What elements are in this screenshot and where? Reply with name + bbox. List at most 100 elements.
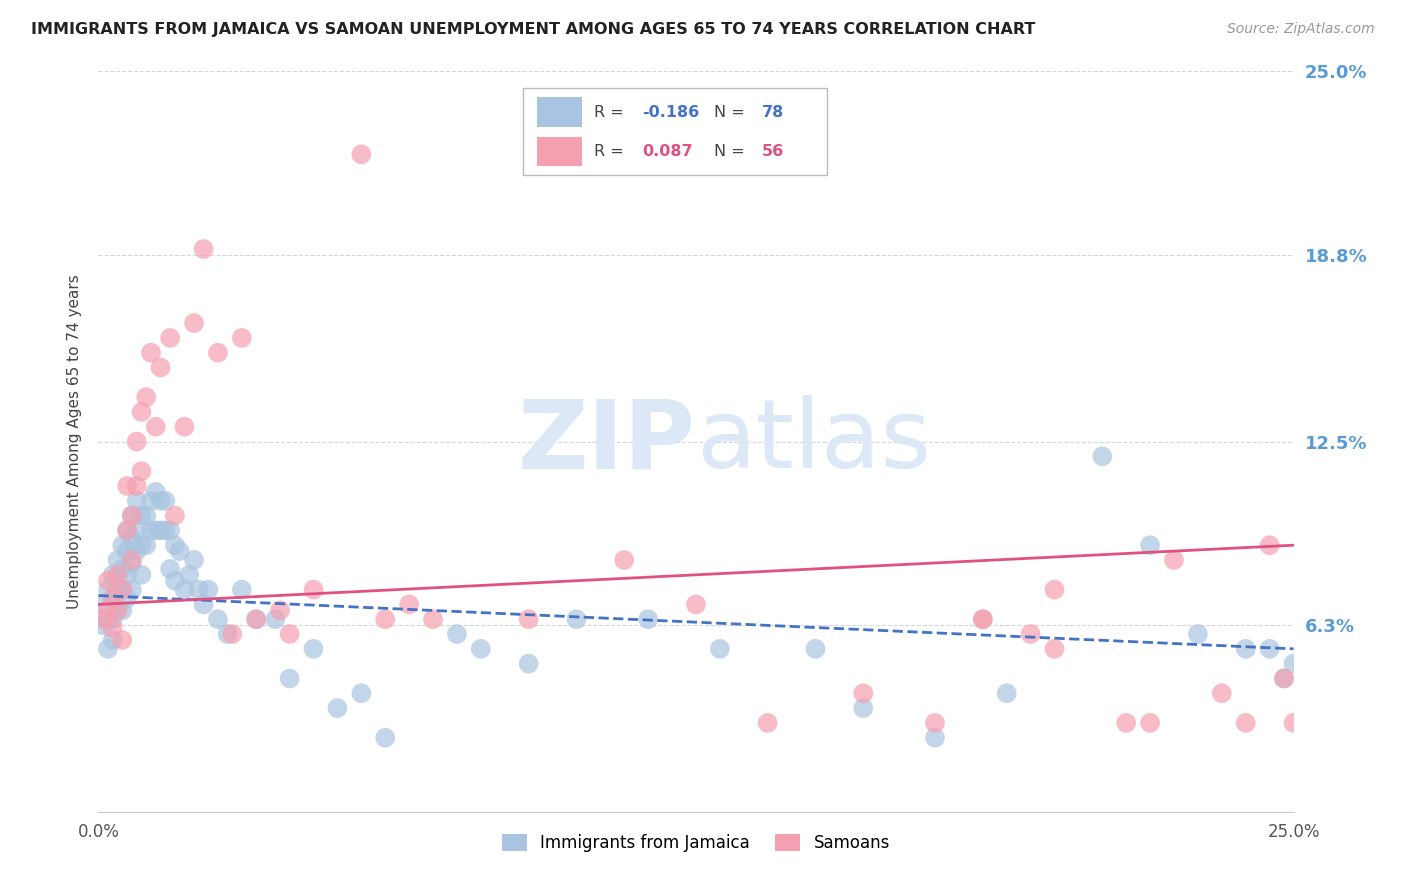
Point	[101, 632, 124, 647]
Point	[422, 612, 444, 626]
Point	[97, 612, 120, 626]
Point	[924, 715, 946, 730]
Point	[159, 524, 181, 538]
Point	[207, 345, 229, 359]
Text: -0.186: -0.186	[643, 104, 699, 120]
Point	[125, 479, 148, 493]
Point	[145, 419, 167, 434]
Point	[1139, 715, 1161, 730]
Point	[302, 582, 325, 597]
Point	[517, 657, 540, 671]
Point	[269, 603, 291, 617]
Point	[131, 567, 153, 582]
Point	[709, 641, 731, 656]
FancyBboxPatch shape	[537, 136, 582, 166]
Point	[398, 598, 420, 612]
Point	[91, 598, 114, 612]
Point	[111, 603, 134, 617]
Text: N =: N =	[714, 104, 749, 120]
Point	[121, 556, 143, 570]
Point	[163, 538, 186, 552]
Text: R =: R =	[595, 144, 630, 159]
Point	[924, 731, 946, 745]
Point	[193, 598, 215, 612]
Text: IMMIGRANTS FROM JAMAICA VS SAMOAN UNEMPLOYMENT AMONG AGES 65 TO 74 YEARS CORRELA: IMMIGRANTS FROM JAMAICA VS SAMOAN UNEMPL…	[31, 22, 1035, 37]
Point	[1282, 715, 1305, 730]
Point	[101, 621, 124, 635]
Point	[972, 612, 994, 626]
Point	[995, 686, 1018, 700]
Point	[163, 574, 186, 588]
Point	[135, 538, 157, 552]
Point	[159, 562, 181, 576]
Point	[637, 612, 659, 626]
FancyBboxPatch shape	[537, 97, 582, 127]
Point	[183, 316, 205, 330]
Point	[446, 627, 468, 641]
Point	[111, 582, 134, 597]
Text: 0.087: 0.087	[643, 144, 693, 159]
Point	[131, 508, 153, 523]
Point	[1019, 627, 1042, 641]
Point	[1187, 627, 1209, 641]
Point	[1139, 538, 1161, 552]
Point	[149, 493, 172, 508]
FancyBboxPatch shape	[523, 87, 827, 175]
Point	[231, 582, 253, 597]
Point	[278, 627, 301, 641]
Point	[517, 612, 540, 626]
Point	[107, 567, 129, 582]
Point	[1272, 672, 1295, 686]
Point	[111, 538, 134, 552]
Point	[374, 612, 396, 626]
Text: 78: 78	[762, 104, 785, 120]
Point	[135, 508, 157, 523]
Point	[159, 331, 181, 345]
Point	[125, 524, 148, 538]
Point	[131, 464, 153, 478]
Point	[101, 567, 124, 582]
Text: Source: ZipAtlas.com: Source: ZipAtlas.com	[1227, 22, 1375, 37]
Text: N =: N =	[714, 144, 749, 159]
Point	[139, 345, 162, 359]
Point	[149, 360, 172, 375]
Point	[183, 553, 205, 567]
Point	[115, 479, 138, 493]
Text: R =: R =	[595, 104, 630, 120]
Point	[169, 544, 191, 558]
Point	[1272, 672, 1295, 686]
Point	[207, 612, 229, 626]
Point	[217, 627, 239, 641]
Point	[139, 493, 162, 508]
Point	[91, 612, 114, 626]
Point	[1163, 553, 1185, 567]
Point	[101, 612, 124, 626]
Point	[107, 582, 129, 597]
Point	[197, 582, 219, 597]
Point	[101, 591, 124, 606]
Point	[125, 434, 148, 449]
Point	[221, 627, 243, 641]
Point	[1234, 641, 1257, 656]
Point	[131, 538, 153, 552]
Point	[107, 553, 129, 567]
Point	[115, 591, 138, 606]
Legend: Immigrants from Jamaica, Samoans: Immigrants from Jamaica, Samoans	[495, 828, 897, 859]
Point	[193, 242, 215, 256]
Point	[155, 493, 177, 508]
Point	[350, 686, 373, 700]
Point	[121, 582, 143, 597]
Point	[350, 147, 373, 161]
Point	[565, 612, 588, 626]
Point	[121, 508, 143, 523]
Y-axis label: Unemployment Among Ages 65 to 74 years: Unemployment Among Ages 65 to 74 years	[67, 274, 83, 609]
Point	[121, 533, 143, 547]
Point	[1234, 715, 1257, 730]
Point	[139, 524, 162, 538]
Point	[685, 598, 707, 612]
Point	[107, 603, 129, 617]
Point	[131, 405, 153, 419]
Point	[613, 553, 636, 567]
Point	[1091, 450, 1114, 464]
Point	[97, 582, 120, 597]
